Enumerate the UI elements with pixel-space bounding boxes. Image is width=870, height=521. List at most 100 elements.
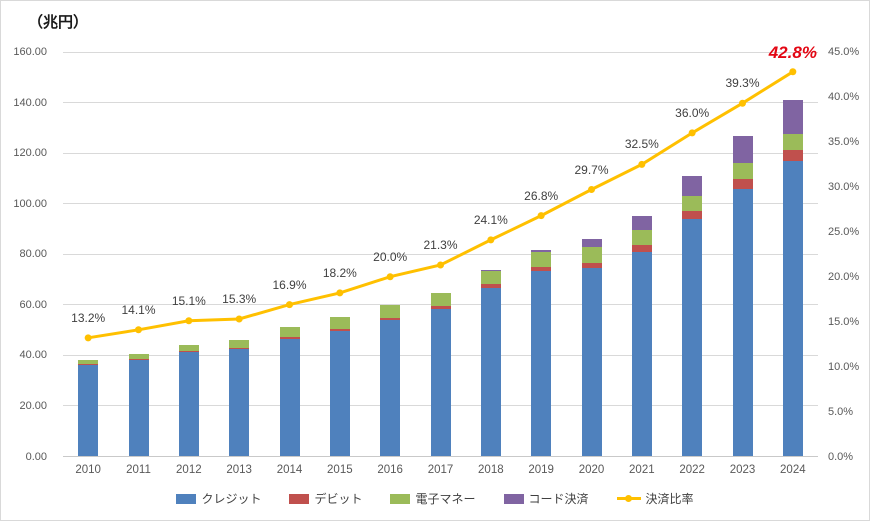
bar-segment-電子マネー-2012 xyxy=(178,344,199,351)
ratio-marker-2013 xyxy=(235,315,243,323)
bar-segment-デビット-2011 xyxy=(128,358,149,360)
bar-segment-電子マネー-2015 xyxy=(329,316,350,329)
x-axis-line xyxy=(63,456,818,457)
x-tick-label-2018: 2018 xyxy=(478,464,504,476)
x-tick-label-2019: 2019 xyxy=(528,464,554,476)
bar-segment-デビット-2021 xyxy=(631,244,652,252)
bar-segment-クレジット-2010 xyxy=(78,365,99,457)
ratio-label-2012: 15.1% xyxy=(171,293,206,308)
bar-segment-クレジット-2023 xyxy=(732,189,753,457)
bar-segment-電子マネー-2020 xyxy=(581,247,602,263)
bar-segment-クレジット-2016 xyxy=(380,320,401,457)
y-right-tick-label: 15.0% xyxy=(828,315,860,328)
bar-segment-デビット-2012 xyxy=(178,350,199,352)
ratio-label-2011: 14.1% xyxy=(121,302,156,317)
bar-segment-クレジット-2019 xyxy=(531,270,552,457)
y-right-tick-label: 0.0% xyxy=(828,450,854,463)
bar-segment-デビット-2019 xyxy=(531,266,552,271)
y-right-tick-label: 40.0% xyxy=(828,90,860,103)
bar-segment-電子マネー-2016 xyxy=(380,305,401,318)
bar-segment-電子マネー-2023 xyxy=(732,163,753,180)
legend-swatch-icon xyxy=(390,493,411,504)
ratio-marker-2017 xyxy=(437,261,444,269)
gridline xyxy=(63,253,818,255)
bar-segment-クレジット-2022 xyxy=(682,219,703,457)
bar-segment-デビット-2014 xyxy=(279,337,300,340)
legend-item-決済比率: 決済比率 xyxy=(616,490,694,507)
legend-label: クレジット xyxy=(201,492,262,506)
ratio-label-2023: 39.3% xyxy=(725,76,760,91)
ratio-label-2016: 20.0% xyxy=(373,249,408,264)
legend-label: 決済比率 xyxy=(645,492,694,506)
ratio-marker-2022 xyxy=(688,129,696,137)
bar-segment-デビット-2016 xyxy=(380,317,401,321)
ratio-label-2018: 24.1% xyxy=(473,212,508,227)
x-tick-label-2010: 2010 xyxy=(75,464,101,476)
y-left-tick-label: 60.00 xyxy=(19,298,47,311)
ratio-label-2024: 42.8% xyxy=(768,42,817,62)
ratio-label-2020: 29.7% xyxy=(574,162,609,177)
legend-line-marker-icon xyxy=(616,494,641,504)
x-tick-label-2022: 2022 xyxy=(679,464,705,476)
bar-segment-デビット-2022 xyxy=(682,211,703,220)
x-tick-label-2015: 2015 xyxy=(327,464,353,476)
bar-segment-電子マネー-2022 xyxy=(682,195,703,212)
bar-segment-電子マネー-2024 xyxy=(782,134,803,150)
y-right-tick-label: 20.0% xyxy=(828,270,860,283)
ratio-label-2021: 32.5% xyxy=(624,137,659,152)
x-tick-label-2017: 2017 xyxy=(427,464,454,476)
bar-segment-デビット-2023 xyxy=(732,179,753,190)
ratio-label-2010: 13.2% xyxy=(71,310,106,325)
bar-segment-電子マネー-2014 xyxy=(279,327,300,338)
bar-segment-デビット-2013 xyxy=(229,347,250,349)
bar-segment-クレジット-2021 xyxy=(631,251,652,457)
bar-segment-コード決済-2018 xyxy=(480,269,501,271)
y-right-tick-label: 5.0% xyxy=(828,405,854,418)
bar-segment-電子マネー-2018 xyxy=(480,270,501,285)
ratio-label-2022: 36.0% xyxy=(675,105,710,120)
legend-item-電子マネー: 電子マネー xyxy=(390,490,476,507)
bar-segment-デビット-2020 xyxy=(581,262,602,269)
gridline xyxy=(63,51,818,53)
bar-segment-クレジット-2017 xyxy=(430,308,451,457)
y-left-tick-label: 0.00 xyxy=(25,450,47,463)
bar-segment-コード決済-2023 xyxy=(732,135,753,164)
y-left-tick-label: 80.00 xyxy=(19,248,47,261)
ratio-marker-2021 xyxy=(638,160,646,168)
ratio-marker-2012 xyxy=(185,317,193,325)
x-tick-label-2016: 2016 xyxy=(377,464,403,476)
x-tick-label-2024: 2024 xyxy=(780,464,806,476)
bar-segment-クレジット-2018 xyxy=(480,287,501,457)
ratio-marker-2015 xyxy=(336,289,344,297)
gridline xyxy=(63,152,818,154)
y-right-tick-label: 35.0% xyxy=(828,135,860,148)
bar-segment-コード決済-2020 xyxy=(581,239,602,248)
bar-segment-デビット-2024 xyxy=(782,149,803,161)
bar-segment-クレジット-2014 xyxy=(279,339,300,457)
ratio-label-2014: 16.9% xyxy=(272,277,307,292)
y-left-tick-label: 120.00 xyxy=(13,147,47,160)
ratio-marker-2016 xyxy=(386,273,394,281)
bar-segment-コード決済-2024 xyxy=(782,100,803,135)
ratio-marker-2023 xyxy=(739,99,746,107)
bar-segment-クレジット-2020 xyxy=(581,268,602,457)
legend-swatch-icon xyxy=(503,493,524,504)
y-left-tick-label: 40.00 xyxy=(19,349,47,362)
bar-segment-デビット-2017 xyxy=(430,306,451,309)
legend-item-コード決済: コード決済 xyxy=(503,490,589,507)
y-right-tick-label: 10.0% xyxy=(828,360,860,373)
x-tick-label-2014: 2014 xyxy=(276,464,303,476)
bar-segment-デビット-2015 xyxy=(329,328,350,331)
ratio-marker-2011 xyxy=(135,326,142,334)
ratio-label-2013: 15.3% xyxy=(222,291,257,306)
bar-segment-電子マネー-2021 xyxy=(631,229,652,245)
bar-segment-クレジット-2024 xyxy=(782,160,803,457)
legend: クレジット デビット 電子マネー コード決済 決済比率 xyxy=(1,490,869,507)
bar-segment-電子マネー-2010 xyxy=(78,360,99,365)
bar-segment-電子マネー-2011 xyxy=(128,353,149,359)
x-tick-label-2011: 2011 xyxy=(126,464,151,476)
legend-label: コード決済 xyxy=(528,492,589,506)
y-left-tick-label: 160.00 xyxy=(13,46,47,58)
x-tick-label-2023: 2023 xyxy=(729,464,756,476)
